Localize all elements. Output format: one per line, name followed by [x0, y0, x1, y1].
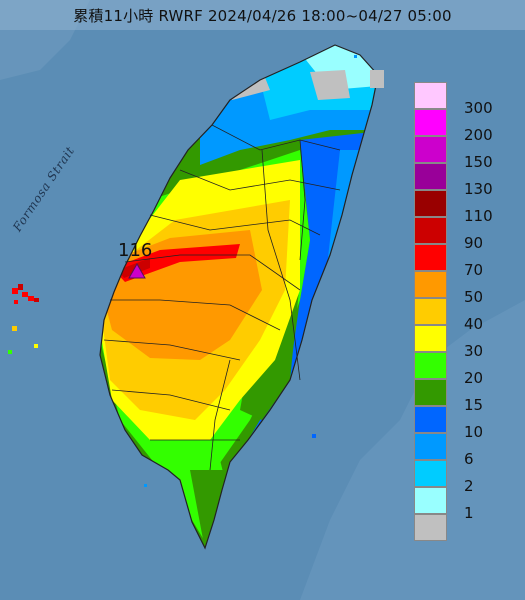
- legend-swatch: [414, 82, 447, 109]
- legend-label: 6: [464, 450, 474, 468]
- legend-label: 50: [464, 288, 484, 306]
- legend-swatch: [414, 217, 447, 244]
- county-boundaries: [103, 124, 341, 471]
- legend-label: 20: [464, 369, 484, 387]
- map-title: 累積11小時 RWRF 2024/04/26 18:00~04/27 05:00: [73, 7, 452, 25]
- legend-swatch: [414, 487, 447, 514]
- sea-shade: [300, 300, 525, 600]
- legend-label: 10: [464, 423, 484, 441]
- legend-label: 40: [464, 315, 484, 333]
- legend-label: 130: [464, 180, 493, 198]
- legend-swatch: [414, 379, 447, 406]
- rainfall-legend: 300 200 150 130 110 90 70 50 40 30 20 15 10 6 2 1: [414, 80, 510, 570]
- small-islets: [144, 55, 384, 487]
- legend-swatch: [414, 136, 447, 163]
- legend-label: 300: [464, 99, 493, 117]
- legend-swatch: [414, 163, 447, 190]
- legend-swatch: [414, 352, 447, 379]
- legend-label: 90: [464, 234, 484, 252]
- title-band: [0, 0, 525, 30]
- legend-swatch: [414, 190, 447, 217]
- legend-label: 70: [464, 261, 484, 279]
- legend-swatch: [414, 433, 447, 460]
- legend-swatch: [414, 244, 447, 271]
- legend-swatch: [414, 406, 447, 433]
- legend-label: 2: [464, 477, 474, 495]
- legend-label: 110: [464, 207, 493, 225]
- legend-swatch: [414, 109, 447, 136]
- legend-label: 150: [464, 153, 493, 171]
- island-outline: [99, 44, 379, 550]
- legend-label: 1: [464, 504, 474, 522]
- penghu-islands: [8, 284, 39, 354]
- max-rainfall-marker-icon: [128, 263, 146, 279]
- legend-label: 15: [464, 396, 484, 414]
- legend-swatch: [414, 325, 447, 352]
- legend-label: 30: [464, 342, 484, 360]
- legend-swatch: [414, 514, 447, 541]
- max-rainfall-value: 116: [118, 240, 153, 261]
- legend-swatch: [414, 271, 447, 298]
- legend-label: 200: [464, 126, 493, 144]
- legend-swatch: [414, 460, 447, 487]
- legend-swatch: [414, 298, 447, 325]
